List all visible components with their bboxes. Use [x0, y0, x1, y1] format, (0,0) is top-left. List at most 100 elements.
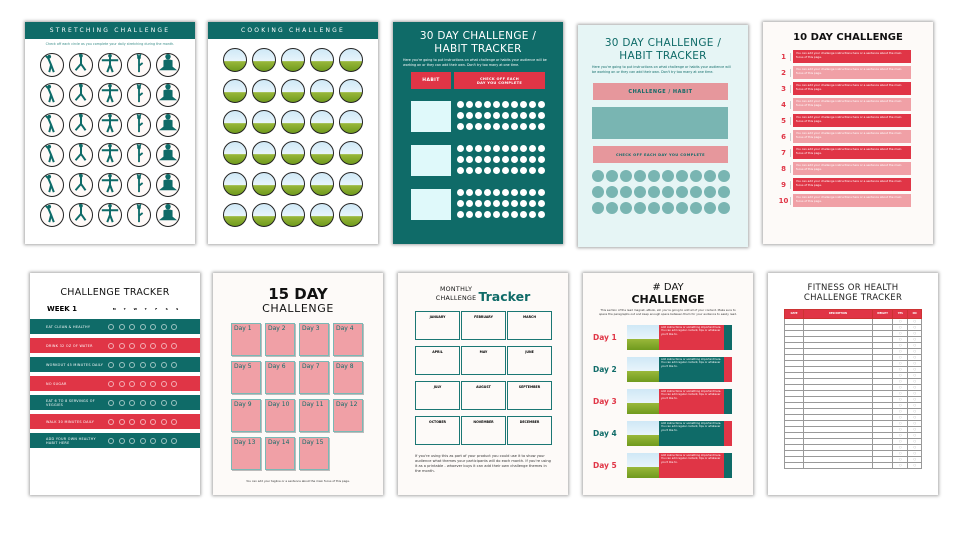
day-dot[interactable]: [457, 156, 464, 164]
instruction-box[interactable]: You can add your challenge instructions …: [793, 194, 911, 207]
pose-circle[interactable]: [98, 112, 122, 137]
check-circle[interactable]: [160, 342, 167, 349]
day-dot[interactable]: [520, 200, 527, 208]
day-dot[interactable]: [466, 112, 473, 120]
landscape-circle[interactable]: [281, 203, 305, 227]
day-dot[interactable]: [529, 101, 536, 109]
day-dot[interactable]: [484, 211, 491, 219]
stretching-challenge-template[interactable]: STRETCHING CHALLENGE Check off each circ…: [25, 22, 195, 244]
pose-circle[interactable]: [40, 112, 64, 137]
month-box[interactable]: SEPTEMBER: [507, 380, 552, 410]
pose-circle[interactable]: [69, 82, 93, 107]
day-dot[interactable]: [620, 170, 632, 183]
day-dot[interactable]: [634, 202, 646, 215]
landscape-circle[interactable]: [310, 110, 334, 134]
pose-circle[interactable]: [40, 52, 64, 77]
instruction-box[interactable]: You can add your challenge instructions …: [793, 82, 911, 95]
day-dot[interactable]: [592, 186, 604, 199]
landscape-circle[interactable]: [223, 172, 247, 196]
day-dot[interactable]: [520, 112, 527, 120]
landscape-circle[interactable]: [339, 110, 363, 134]
day-box[interactable]: Day 2: [265, 323, 295, 356]
day-dot[interactable]: [520, 156, 527, 164]
landscape-circle[interactable]: [252, 203, 276, 227]
check-circle[interactable]: [108, 361, 114, 368]
check-circle[interactable]: [108, 323, 114, 330]
landscape-circle[interactable]: [281, 110, 305, 134]
check-circle[interactable]: [171, 399, 177, 406]
landscape-circle[interactable]: [223, 110, 247, 134]
day-dot[interactable]: [538, 211, 545, 219]
pose-circle[interactable]: [40, 172, 64, 197]
day-dot[interactable]: [484, 112, 491, 120]
day-dot[interactable]: [592, 202, 604, 215]
day-dot[interactable]: [520, 211, 527, 219]
check-circle[interactable]: [108, 418, 114, 425]
day-dot[interactable]: [484, 145, 491, 153]
day-dot[interactable]: [634, 186, 646, 199]
day-box[interactable]: Day 12: [333, 399, 363, 432]
pose-circle[interactable]: [156, 172, 180, 197]
day-dot[interactable]: [466, 156, 473, 164]
month-box[interactable]: DECEMBER: [507, 415, 552, 445]
pose-circle[interactable]: [127, 82, 151, 107]
check-circle[interactable]: [150, 323, 156, 330]
day-dot[interactable]: [529, 189, 536, 197]
instruction-box[interactable]: You can add your challenge instructions …: [793, 98, 911, 111]
check-circle[interactable]: [108, 399, 114, 406]
pose-circle[interactable]: [156, 142, 180, 167]
day-dot[interactable]: [475, 211, 482, 219]
habit-tracker-dark-template[interactable]: 30 DAY CHALLENGE / HABIT TRACKER Here yo…: [393, 22, 563, 244]
day-dot[interactable]: [511, 156, 518, 164]
check-circle[interactable]: [118, 437, 125, 444]
pose-circle[interactable]: [156, 52, 180, 77]
day-dot[interactable]: [502, 156, 509, 164]
pose-circle[interactable]: [127, 202, 151, 227]
landscape-circle[interactable]: [252, 48, 276, 72]
day-dot[interactable]: [502, 145, 509, 153]
check-circle[interactable]: [139, 323, 146, 330]
check-circle[interactable]: [150, 380, 156, 387]
check-circle[interactable]: [139, 380, 146, 387]
pose-circle[interactable]: [127, 172, 151, 197]
day-dot[interactable]: [620, 186, 632, 199]
day-dot[interactable]: [457, 112, 464, 120]
day-dot[interactable]: [529, 211, 536, 219]
day-dot[interactable]: [475, 200, 482, 208]
check-circle[interactable]: [129, 323, 135, 330]
check-circle[interactable]: [160, 399, 167, 406]
landscape-circle[interactable]: [252, 172, 276, 196]
day-dot[interactable]: [466, 200, 473, 208]
day-dot[interactable]: [475, 189, 482, 197]
day-dot[interactable]: [475, 112, 482, 120]
day-dot[interactable]: [457, 167, 464, 175]
landscape-circle[interactable]: [310, 203, 334, 227]
day-dot[interactable]: [520, 145, 527, 153]
check-circle[interactable]: [108, 342, 114, 349]
day-dot[interactable]: [676, 202, 688, 215]
instruction-box[interactable]: You can add your challenge instructions …: [793, 50, 911, 63]
day-dot[interactable]: [529, 156, 536, 164]
month-box[interactable]: NOVEMBER: [461, 415, 506, 445]
pose-circle[interactable]: [98, 172, 122, 197]
day-dot[interactable]: [466, 167, 473, 175]
day-dot[interactable]: [502, 211, 509, 219]
day-dot[interactable]: [511, 101, 518, 109]
day-dot[interactable]: [475, 123, 482, 131]
day-dot[interactable]: [538, 101, 545, 109]
day-dot[interactable]: [457, 200, 464, 208]
day-dot[interactable]: [457, 211, 464, 219]
landscape-circle[interactable]: [310, 172, 334, 196]
pose-circle[interactable]: [98, 202, 122, 227]
day-dot[interactable]: [466, 189, 473, 197]
day-dot[interactable]: [457, 123, 464, 131]
check-circle[interactable]: [139, 399, 146, 406]
day-dot[interactable]: [502, 167, 509, 175]
cooking-challenge-template[interactable]: COOKING CHALLENGE: [208, 22, 378, 244]
day-dot[interactable]: [511, 112, 518, 120]
check-circle[interactable]: [118, 380, 125, 387]
habit-box[interactable]: [411, 101, 451, 133]
day-dot[interactable]: [475, 145, 482, 153]
check-circle[interactable]: [129, 361, 135, 368]
month-box[interactable]: AUGUST: [461, 380, 506, 410]
